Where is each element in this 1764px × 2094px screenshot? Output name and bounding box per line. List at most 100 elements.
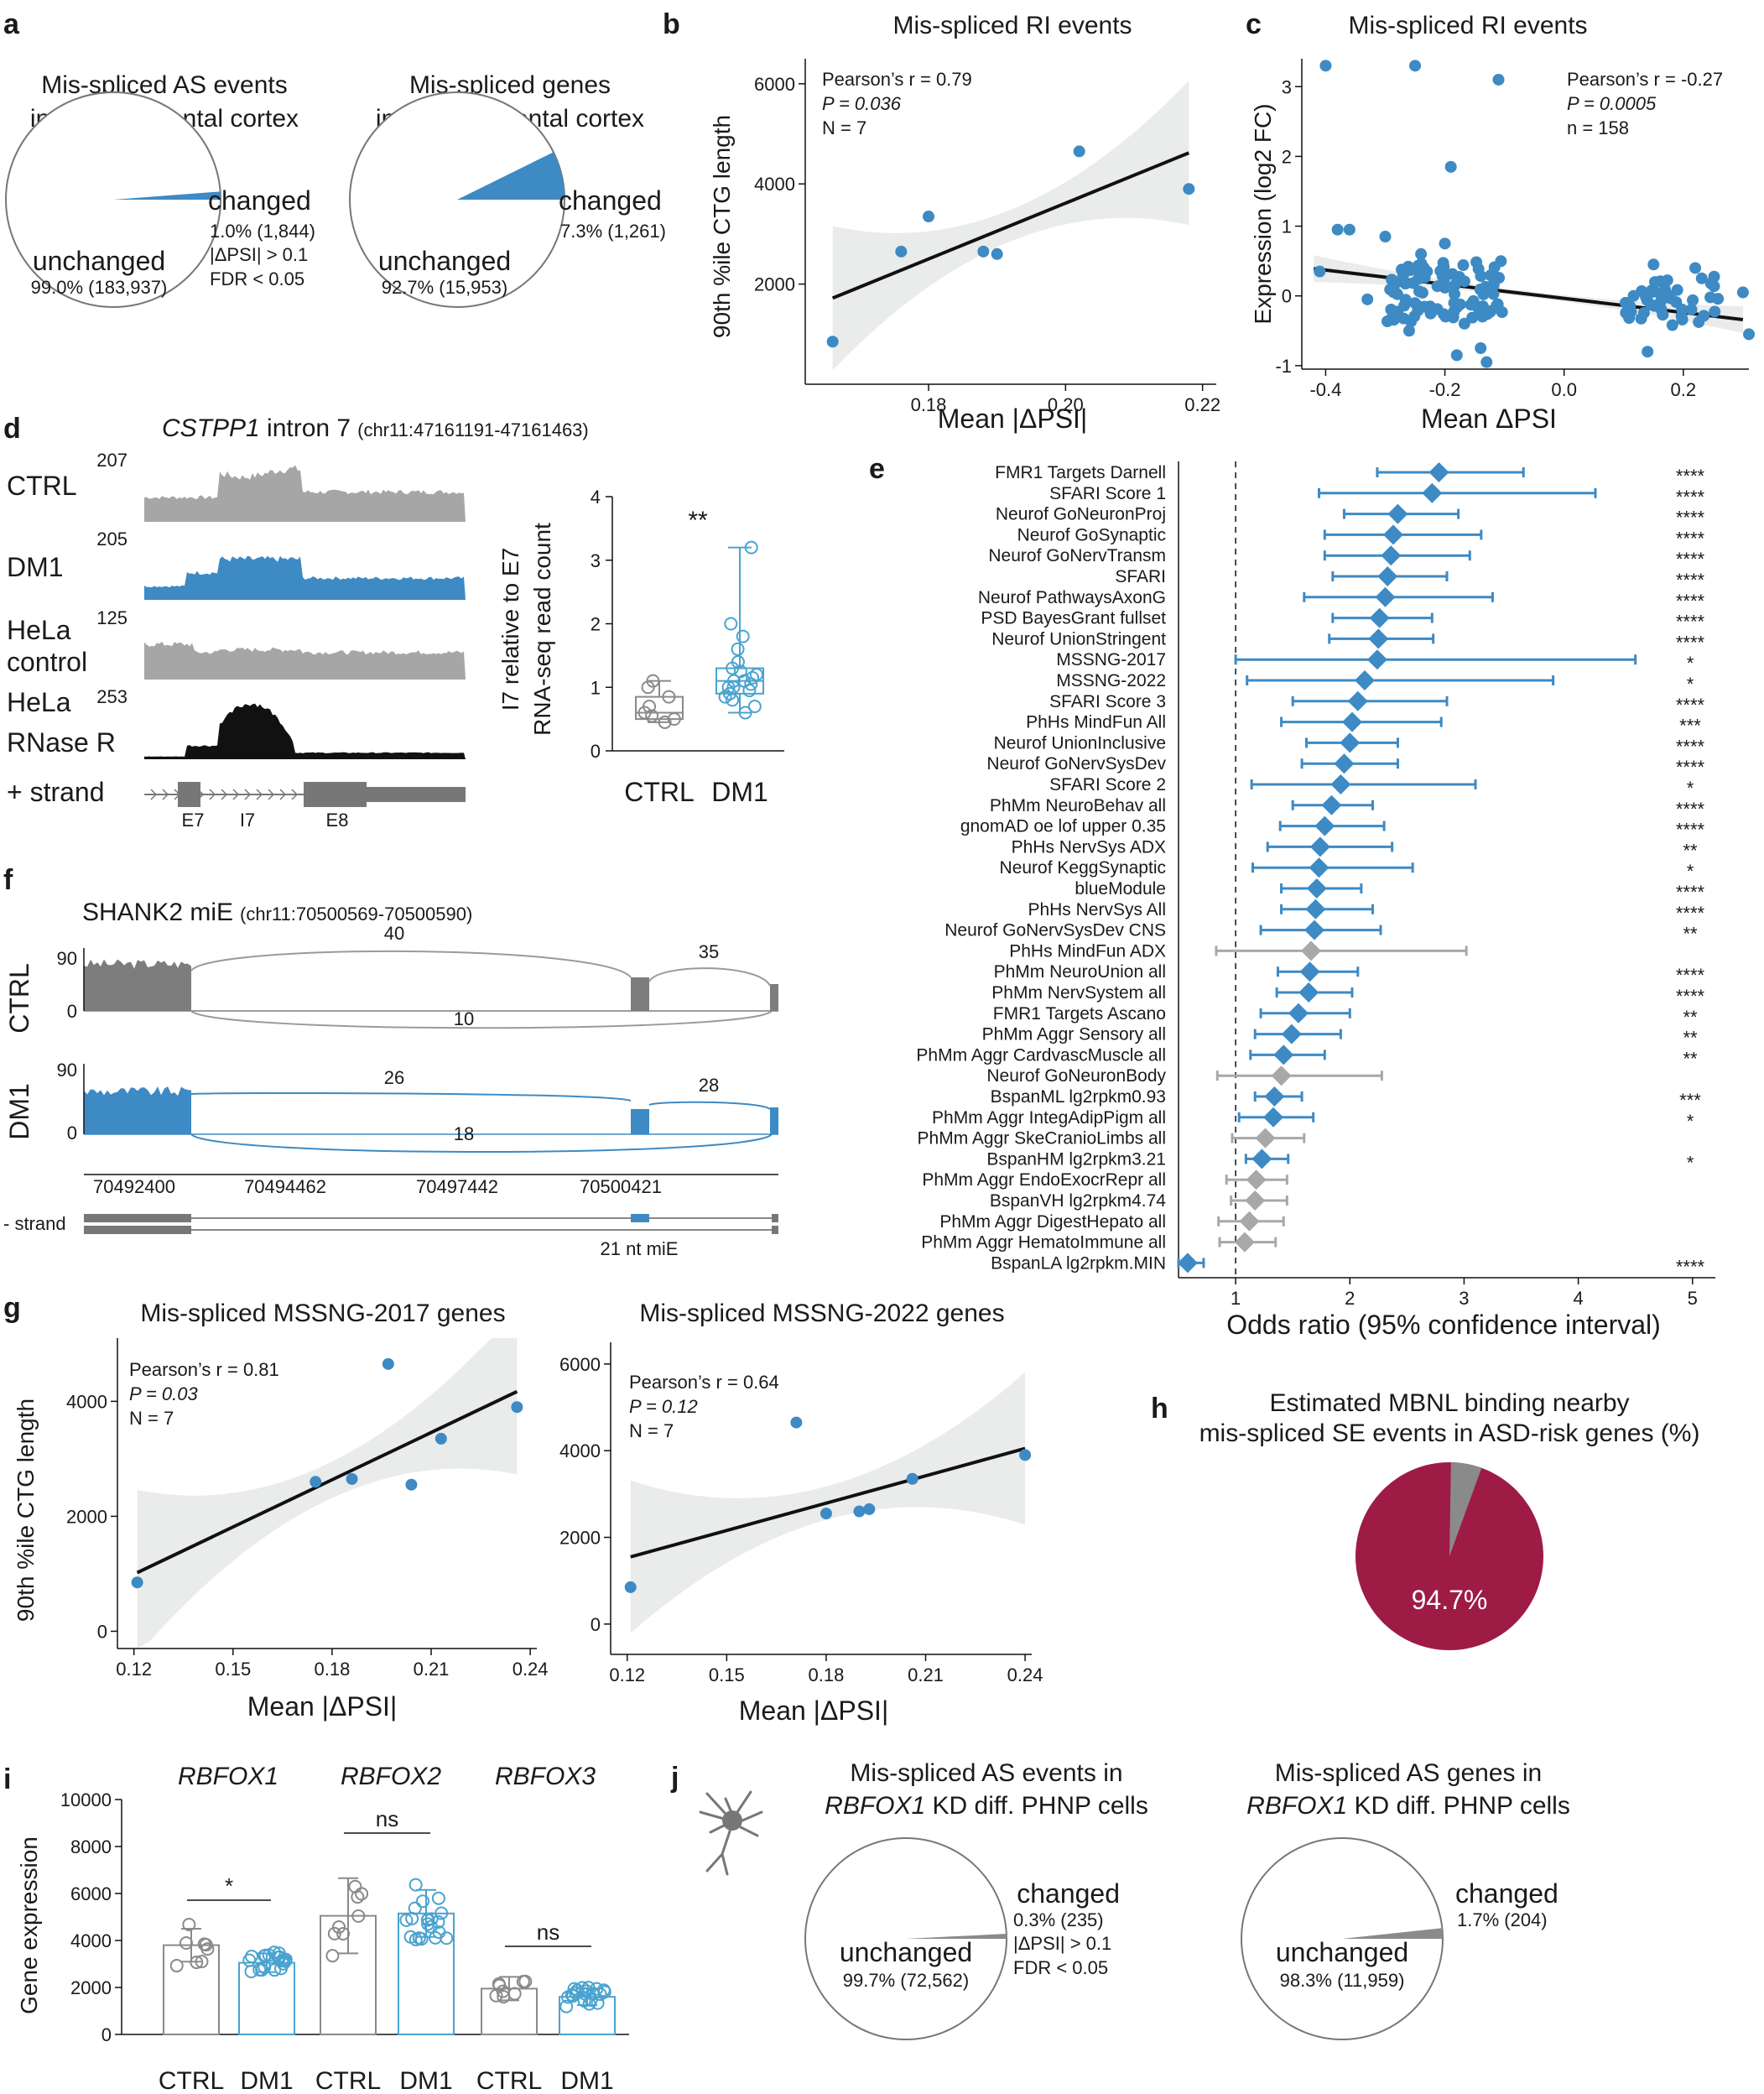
strand-arrow [268, 789, 275, 800]
f-xtick-3: 70497442 [416, 1176, 498, 1197]
d-dm1-max: 205 [96, 529, 127, 550]
h-pie-percent: 94.7% [1412, 1585, 1488, 1615]
odds-ratio-marker [1347, 690, 1368, 711]
regression-line [136, 1389, 518, 1575]
data-point [415, 1894, 429, 1909]
x-tick-label: 0.24 [1007, 1664, 1043, 1685]
odds-ratio-marker [1288, 1003, 1309, 1024]
panel-f: f SHANK2 miE (chr11:70500569-70500590) CT… [3, 864, 778, 1259]
d-box-ylabel1: I7 relative to E7 [497, 548, 523, 711]
data-point [1641, 294, 1653, 306]
data-point [624, 1581, 637, 1593]
data-point [1439, 237, 1451, 250]
f-ctrl-junction-top: 40 [384, 923, 404, 944]
g-left-scatter-plot: 0.12 0.15 0.18 0.21 0.24 0 2000 4000 [66, 1338, 549, 1680]
x-category-label: CTRL [315, 2067, 381, 2094]
category-label: PhMm Aggr Sensory all [982, 1025, 1166, 1044]
d-track-rnaser-label2: RNase R [7, 727, 116, 758]
category-label: PhHs NervSys All [1028, 900, 1166, 919]
d-rnaser-max: 253 [96, 686, 127, 707]
regression-line [831, 151, 1190, 300]
y-tick-label: 3 [1282, 76, 1292, 97]
panel-letter-e: e [869, 453, 885, 485]
data-point [723, 686, 737, 701]
b-y-label: 90th %ile CTG length [709, 115, 735, 338]
category-label: PhMm NeuroBehav all [990, 796, 1166, 815]
data-point [1073, 145, 1085, 158]
significance-label: **** [1676, 570, 1705, 591]
g-right-title: Mis-spliced MSSNG-2022 genes [639, 1300, 1004, 1327]
d-coord: (chr11:47161191-47161463) [357, 419, 589, 440]
j-right-changed-label: changed [1455, 1878, 1558, 1909]
category-label: BspanLA lg2rpkm.MIN [991, 1253, 1166, 1273]
data-point [408, 1878, 423, 1892]
data-point [268, 1963, 282, 1977]
y-tick-label: 2000 [559, 1528, 601, 1549]
f-strand-label: - strand [3, 1213, 66, 1234]
data-point [1620, 306, 1632, 319]
data-point [408, 1932, 423, 1946]
exon-left-1 [84, 1214, 191, 1222]
b-x-label: Mean |ΔPSI| [938, 404, 1088, 434]
significance-label: **** [1676, 1256, 1705, 1277]
pie-slice [1342, 1928, 1444, 1939]
c-stat-p: P = 0.0005 [1567, 93, 1657, 114]
odds-ratio-marker [1273, 1044, 1294, 1065]
f-ctrl-junction-bottom: 10 [454, 1008, 474, 1029]
strand-arrow [232, 789, 240, 800]
strand-arrow [291, 789, 299, 800]
pie-slice [113, 191, 221, 200]
data-point [923, 211, 934, 223]
f-ctrl-junction-right: 35 [699, 941, 719, 962]
data-point [497, 1990, 511, 2004]
x-tick-label: 4 [1573, 1288, 1583, 1309]
data-point [853, 1505, 866, 1518]
significance-label: **** [1676, 695, 1705, 716]
data-point [746, 670, 760, 685]
category-label: MSSNG-2017 [1056, 650, 1166, 669]
f-dm1-ymin: 0 [67, 1123, 77, 1143]
odds-ratio-marker [1381, 545, 1402, 566]
data-point [199, 1938, 213, 1952]
exon-coverage-right [770, 1107, 778, 1134]
significance-label: * [225, 1873, 233, 1899]
data-point [1319, 60, 1332, 72]
neuron-icon [699, 1790, 763, 1876]
significance-label: * [1687, 778, 1694, 799]
significance-label: ns [376, 1806, 398, 1831]
data-point [1475, 270, 1487, 283]
significance-label: *** [1679, 1090, 1701, 1111]
data-point [489, 1988, 503, 2003]
data-point [863, 1503, 876, 1515]
x-tick-label: 0.18 [809, 1664, 845, 1685]
d-box-significance: ** [688, 507, 708, 534]
data-point [724, 617, 738, 631]
b-stat-r: Pearson’s r = 0.79 [822, 69, 972, 90]
odds-ratio-marker [1340, 732, 1361, 753]
data-point [1450, 349, 1463, 362]
significance-label: **** [1676, 528, 1705, 549]
data-point [518, 1974, 533, 1988]
data-point [826, 336, 839, 348]
data-point [731, 642, 745, 656]
d-box-x-ctrl: CTRL [624, 777, 695, 807]
data-point [1492, 73, 1505, 86]
a-left-changed-label: changed [208, 185, 311, 216]
significance-label: **** [1676, 466, 1705, 487]
mie-coverage [631, 977, 649, 1011]
regression-line [1313, 267, 1744, 321]
a-right-changed-label: changed [559, 185, 662, 216]
category-label: Neurof GoSynaptic [1017, 525, 1166, 544]
odds-ratio-marker [1321, 794, 1342, 815]
x-tick-label: -0.2 [1429, 379, 1461, 400]
odds-ratio-marker [1366, 649, 1387, 670]
c-y-label: Expression (log2 FC) [1250, 104, 1276, 325]
data-point [1685, 303, 1698, 315]
data-point [325, 1949, 340, 1963]
significance-label: ** [1683, 1007, 1698, 1028]
x-tick-label: 0.0 [1551, 379, 1577, 400]
category-label: Neurof GoNeuronBody [986, 1066, 1166, 1086]
data-point [726, 693, 740, 707]
data-point [586, 1987, 601, 2001]
